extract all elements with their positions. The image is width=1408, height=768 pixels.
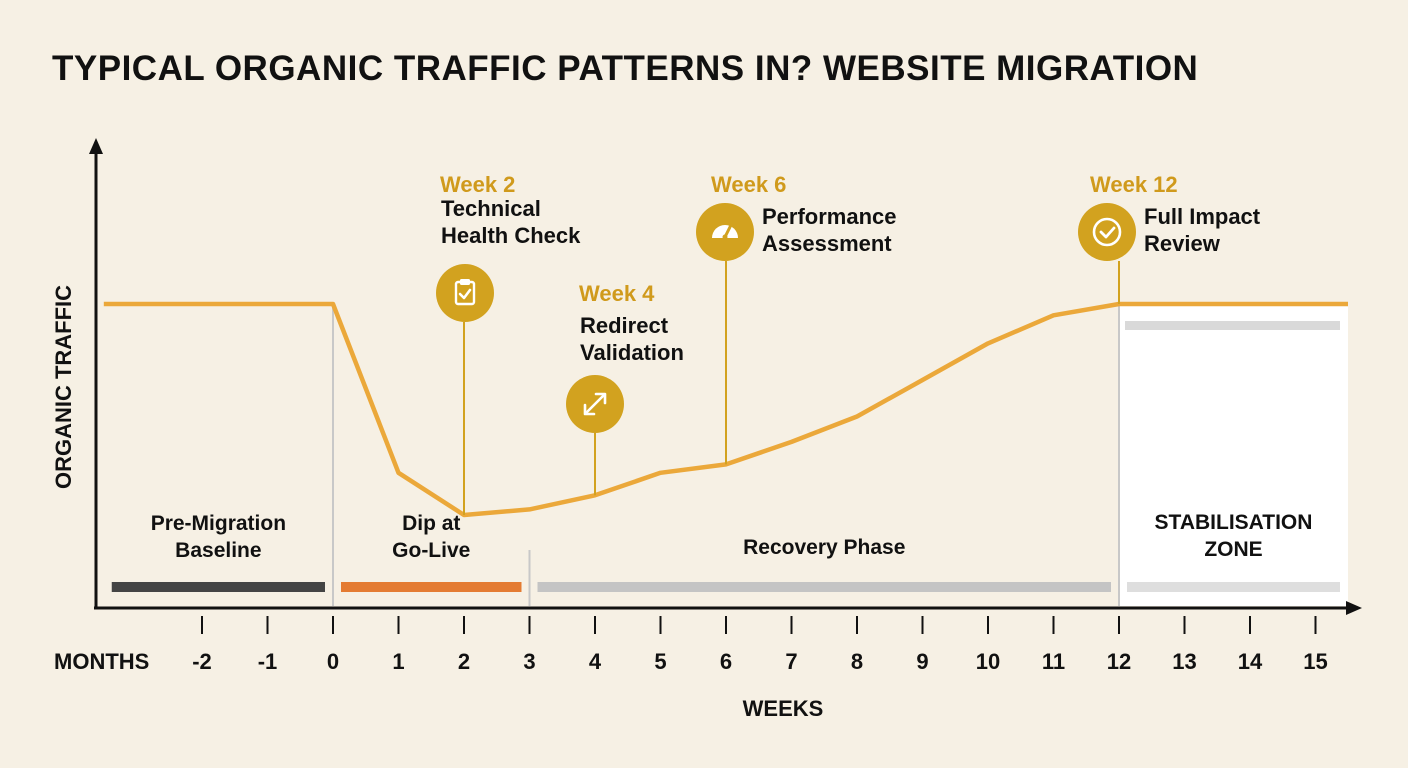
stabilisation-zone-top-bar [1125, 321, 1340, 330]
milestone-label: Validation [580, 340, 684, 365]
x-tick-label: 11 [1042, 649, 1065, 674]
milestone-badge [436, 264, 494, 322]
x-tick-label: -1 [258, 649, 278, 674]
phase-label: ZONE [1204, 538, 1262, 561]
x-tick-label: 10 [976, 649, 1000, 674]
x-axis-label: WEEKS [743, 696, 824, 721]
milestone-label: Redirect [580, 313, 669, 338]
milestone-week: Week 4 [579, 281, 655, 306]
x-axis-arrow [1346, 601, 1362, 615]
phase-label: Baseline [175, 539, 261, 562]
expand-arrows-icon [583, 392, 607, 416]
x-row-label: MONTHS [54, 649, 149, 674]
milestone-label: Performance [762, 204, 897, 229]
y-axis-arrow [89, 138, 103, 154]
milestone-week: Week 12 [1090, 172, 1178, 197]
x-tick-label: 9 [916, 649, 928, 674]
phase-label: Dip at [402, 512, 460, 535]
milestone-label: Assessment [762, 231, 892, 256]
phase-label: Go-Live [392, 539, 470, 562]
x-tick-label: 7 [785, 649, 797, 674]
stabilisation-zone-panel [1119, 304, 1348, 606]
x-tick-label: 1 [392, 649, 404, 674]
y-axis-label: ORGANIC TRAFFIC [51, 285, 76, 489]
x-tick-label: 0 [327, 649, 339, 674]
phase-bar [111, 582, 325, 592]
x-tick-label: 5 [654, 649, 666, 674]
x-tick-label: 12 [1107, 649, 1131, 674]
x-tick-label: 13 [1172, 649, 1196, 674]
x-tick-label: 14 [1238, 649, 1263, 674]
x-tick-label: 2 [458, 649, 470, 674]
x-tick-label: 3 [523, 649, 535, 674]
milestone-label: Full Impact [1144, 204, 1261, 229]
chart-title: TYPICAL ORGANIC TRAFFIC PATTERNS IN? WEB… [52, 49, 1198, 88]
phase-bar [537, 582, 1111, 592]
milestone-badge [1078, 203, 1136, 261]
milestone-label: Review [1144, 231, 1221, 256]
gauge-icon [712, 225, 738, 240]
check-circle-icon [1092, 217, 1122, 247]
phase-label: Pre-Migration [151, 512, 286, 535]
milestone-week: Week 2 [440, 172, 515, 197]
phase-bar [1127, 582, 1340, 592]
x-tick-label: 8 [851, 649, 863, 674]
phase-label: STABILISATION [1155, 511, 1313, 534]
milestone-label: Health Check [441, 223, 581, 248]
milestone-label: Technical [441, 196, 541, 221]
phase-label: Recovery Phase [743, 536, 905, 559]
x-tick-label: -2 [192, 649, 212, 674]
clipboard-check-icon [454, 279, 476, 306]
x-tick-label: 4 [589, 649, 602, 674]
x-tick-label: 15 [1303, 649, 1327, 674]
traffic-line [103, 301, 1348, 518]
phase-bar [341, 582, 522, 592]
x-tick-label: 6 [720, 649, 732, 674]
milestone-week: Week 6 [711, 172, 786, 197]
